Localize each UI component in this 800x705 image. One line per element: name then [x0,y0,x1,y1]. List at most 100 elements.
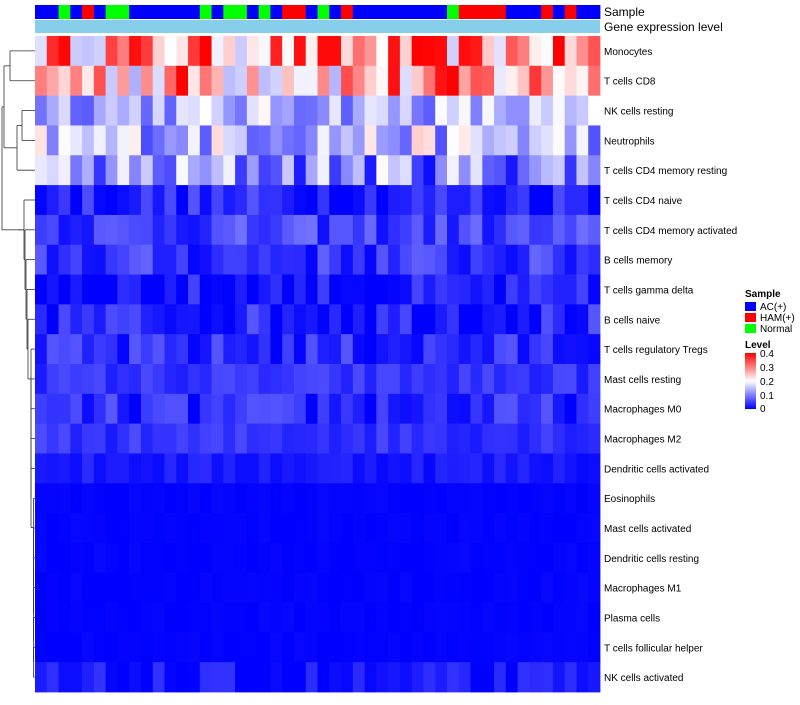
heatmap-cell [470,364,483,395]
heatmap-cell [317,274,330,305]
heatmap-cell [164,185,177,216]
heatmap-cell [435,393,448,425]
heatmap-cell [93,334,107,365]
heatmap-cell [258,364,271,395]
heatmap-cell [388,95,401,126]
sample-annot-cell [46,5,59,19]
heatmap-cell [458,393,471,425]
heatmap-cell [564,662,577,693]
heatmap-cell [517,393,530,425]
heatmap-cell [541,423,554,454]
heatmap-cell [564,453,577,484]
heatmap-cell [246,95,260,126]
heatmap-cell [458,274,471,305]
heatmap-cell [235,364,248,395]
heatmap-cell [140,602,154,633]
heatmap-cell [435,334,448,365]
sample-annot-cell [576,5,589,19]
heatmap-cell [140,65,154,97]
heatmap-cell [517,274,530,305]
heatmap-cell [129,513,142,544]
heatmap-cell [482,662,495,693]
heatmap-cell [235,453,248,484]
heatmap-cell [188,483,201,514]
heatmap-cell [423,155,436,186]
heatmap-cell [58,36,71,67]
heatmap-cell [35,602,48,633]
heatmap-cell [270,95,283,126]
heatmap-cell [211,95,224,126]
sample-annot-cell [305,5,318,19]
heatmap-cell [152,572,165,603]
heatmap-cell [399,274,413,305]
heatmap-cell [329,393,342,425]
heatmap-cell [388,393,401,425]
heatmap-cell [482,602,495,633]
heatmap-cell [494,95,507,126]
heatmap-cell [199,65,212,97]
level-tick-0.1: 0.1 [760,391,774,402]
heatmap-cell [58,244,71,275]
heatmap-cell [211,602,224,633]
sample-annot-cell [70,5,83,19]
heatmap-cell [188,244,201,275]
heatmap-cell [423,185,436,216]
heatmap-cell [552,155,566,186]
legend-swatch-normal [745,324,756,333]
heatmap-cell [517,632,530,663]
heatmap-cell [70,662,83,693]
heatmap-cell [458,155,471,186]
heatmap-cell [270,214,283,246]
heatmap-cell [164,334,177,365]
heatmap-cell [35,393,48,425]
heatmap-cell [446,572,460,603]
row-label: T cells gamma delta [604,285,694,296]
heatmap-cell [246,572,260,603]
heatmap-cell [376,453,389,484]
heatmap-cell [305,274,318,305]
heatmap-cell [494,155,507,186]
heatmap-cell [188,662,201,693]
heatmap-cell [223,453,236,484]
heatmap-cell [329,423,342,454]
heatmap-cell [117,244,130,275]
heatmap-cell [352,95,365,126]
heatmap-cell [305,95,318,126]
heatmap-cell [435,602,448,633]
heatmap-cell [246,185,260,216]
heatmap-cell [70,185,83,216]
heatmap-cell [105,304,118,335]
heatmap-cell [176,393,189,425]
heatmap-cell [82,483,95,514]
heatmap-cell [105,423,118,454]
heatmap-cell [199,95,212,126]
heatmap-cell [223,185,236,216]
heatmap-cell [470,334,483,365]
heatmap-cell [329,364,342,395]
heatmap-cell [188,542,201,574]
heatmap-cell [317,453,330,484]
heatmap-cell [388,65,401,97]
heatmap-cell [282,662,295,693]
heatmap-cell [211,244,224,275]
heatmap-cell [35,662,48,693]
row-label: NK cells activated [604,673,683,684]
heatmap-cell [246,364,260,395]
heatmap-cell [364,542,377,574]
heatmap-cell [93,513,107,544]
heatmap-cell [82,65,95,97]
heatmap-cell [282,244,295,275]
sample-annot-cell [188,5,201,19]
heatmap-cell [211,36,224,67]
heatmap-cell [388,453,401,484]
heatmap-cell [317,602,330,633]
heatmap-cell [211,334,224,365]
heatmap-cell [470,393,483,425]
heatmap-cell [317,632,330,663]
heatmap-cell [329,572,342,603]
heatmap-cell [435,36,448,67]
heatmap-cell [129,125,142,156]
heatmap-cell [435,513,448,544]
heatmap-cell [352,483,365,514]
heatmap-cell [399,513,413,544]
